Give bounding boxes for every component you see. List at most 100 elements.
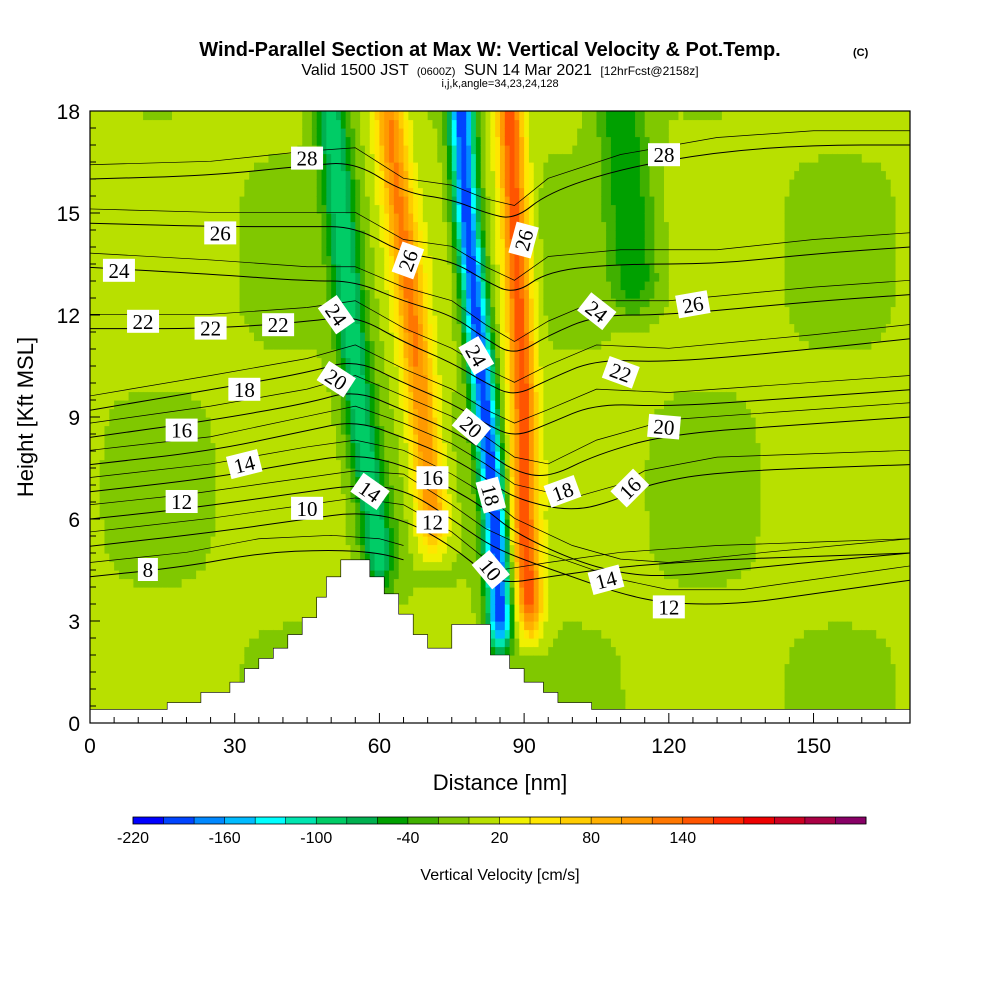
velocity-cell <box>350 417 356 427</box>
velocity-cell <box>398 153 405 163</box>
velocity-cell <box>340 527 347 537</box>
velocity-cell <box>278 238 284 248</box>
velocity-cell <box>379 238 385 248</box>
velocity-cell <box>220 451 226 461</box>
velocity-cell <box>311 281 318 291</box>
velocity-cell <box>229 145 236 155</box>
velocity-cell <box>167 332 173 342</box>
velocity-cell <box>234 612 241 622</box>
velocity-cell <box>244 638 250 648</box>
velocity-cell <box>331 502 337 512</box>
velocity-cell <box>418 493 424 503</box>
velocity-cell <box>249 349 255 359</box>
velocity-cell <box>90 536 96 546</box>
velocity-cell <box>215 255 221 265</box>
velocity-cell <box>220 289 226 299</box>
velocity-cell <box>114 213 120 223</box>
velocity-cell <box>143 604 149 614</box>
velocity-cell <box>316 306 323 316</box>
velocity-cell <box>239 170 245 180</box>
velocity-cell <box>167 196 173 206</box>
velocity-cell <box>181 519 188 529</box>
velocity-cell <box>147 204 154 214</box>
velocity-cell <box>384 162 390 172</box>
velocity-cell <box>138 221 144 231</box>
velocity-cell <box>408 561 414 571</box>
velocity-cell <box>220 655 226 665</box>
velocity-cell <box>307 536 313 546</box>
velocity-cell <box>403 298 409 308</box>
velocity-cell <box>321 451 327 461</box>
velocity-cell <box>258 485 265 495</box>
velocity-cell <box>379 145 385 155</box>
velocity-cell <box>287 153 294 163</box>
velocity-cell <box>94 451 101 461</box>
velocity-cell <box>297 128 303 138</box>
velocity-cell <box>249 536 255 546</box>
velocity-cell <box>321 544 327 554</box>
velocity-cell <box>321 417 327 427</box>
velocity-cell <box>152 204 159 214</box>
velocity-cell <box>133 391 139 401</box>
velocity-cell <box>205 366 212 376</box>
velocity-cell <box>384 298 390 308</box>
velocity-cell <box>147 468 154 478</box>
velocity-cell <box>273 578 279 588</box>
velocity-cell <box>114 162 120 172</box>
velocity-cell <box>128 187 135 197</box>
velocity-cell <box>143 451 149 461</box>
velocity-cell <box>292 451 299 461</box>
velocity-cell <box>379 179 385 189</box>
velocity-cell <box>205 145 212 155</box>
velocity-cell <box>220 213 226 223</box>
velocity-cell <box>297 213 303 223</box>
velocity-cell <box>147 553 154 563</box>
velocity-cell <box>384 306 390 316</box>
velocity-cell <box>379 187 385 197</box>
velocity-cell <box>143 553 149 563</box>
velocity-cell <box>297 536 303 546</box>
velocity-cell <box>302 587 308 597</box>
velocity-cell <box>152 349 159 359</box>
velocity-cell <box>172 629 178 639</box>
velocity-cell <box>157 527 163 537</box>
velocity-cell <box>244 655 250 665</box>
velocity-cell <box>186 638 192 648</box>
velocity-cell <box>239 561 245 571</box>
velocity-cell <box>229 425 236 435</box>
velocity-cell <box>215 672 221 682</box>
velocity-cell <box>398 417 405 427</box>
velocity-cell <box>172 128 178 138</box>
velocity-cell <box>379 221 385 231</box>
velocity-cell <box>128 374 135 384</box>
velocity-cell <box>379 230 385 240</box>
velocity-cell <box>282 400 289 410</box>
velocity-cell <box>152 672 159 682</box>
velocity-cell <box>287 349 294 359</box>
velocity-cell <box>143 289 149 299</box>
velocity-cell <box>311 221 318 231</box>
velocity-cell <box>167 391 173 401</box>
velocity-cell <box>374 553 381 563</box>
velocity-cell <box>104 578 110 588</box>
velocity-cell <box>94 162 101 172</box>
velocity-cell <box>331 247 337 257</box>
velocity-cell <box>123 238 130 248</box>
velocity-cell <box>263 451 270 461</box>
velocity-cell <box>109 408 115 418</box>
velocity-cell <box>403 587 409 597</box>
velocity-cell <box>196 255 202 265</box>
velocity-cell <box>254 442 260 452</box>
velocity-cell <box>94 221 101 231</box>
velocity-cell <box>90 672 96 682</box>
velocity-cell <box>355 128 361 138</box>
velocity-cell <box>340 425 347 435</box>
velocity-cell <box>360 230 366 240</box>
velocity-cell <box>282 561 289 571</box>
velocity-cell <box>138 672 144 682</box>
velocity-cell <box>176 604 183 614</box>
velocity-cell <box>152 646 159 656</box>
velocity-cell <box>287 374 294 384</box>
velocity-cell <box>408 604 414 614</box>
velocity-cell <box>316 298 323 308</box>
